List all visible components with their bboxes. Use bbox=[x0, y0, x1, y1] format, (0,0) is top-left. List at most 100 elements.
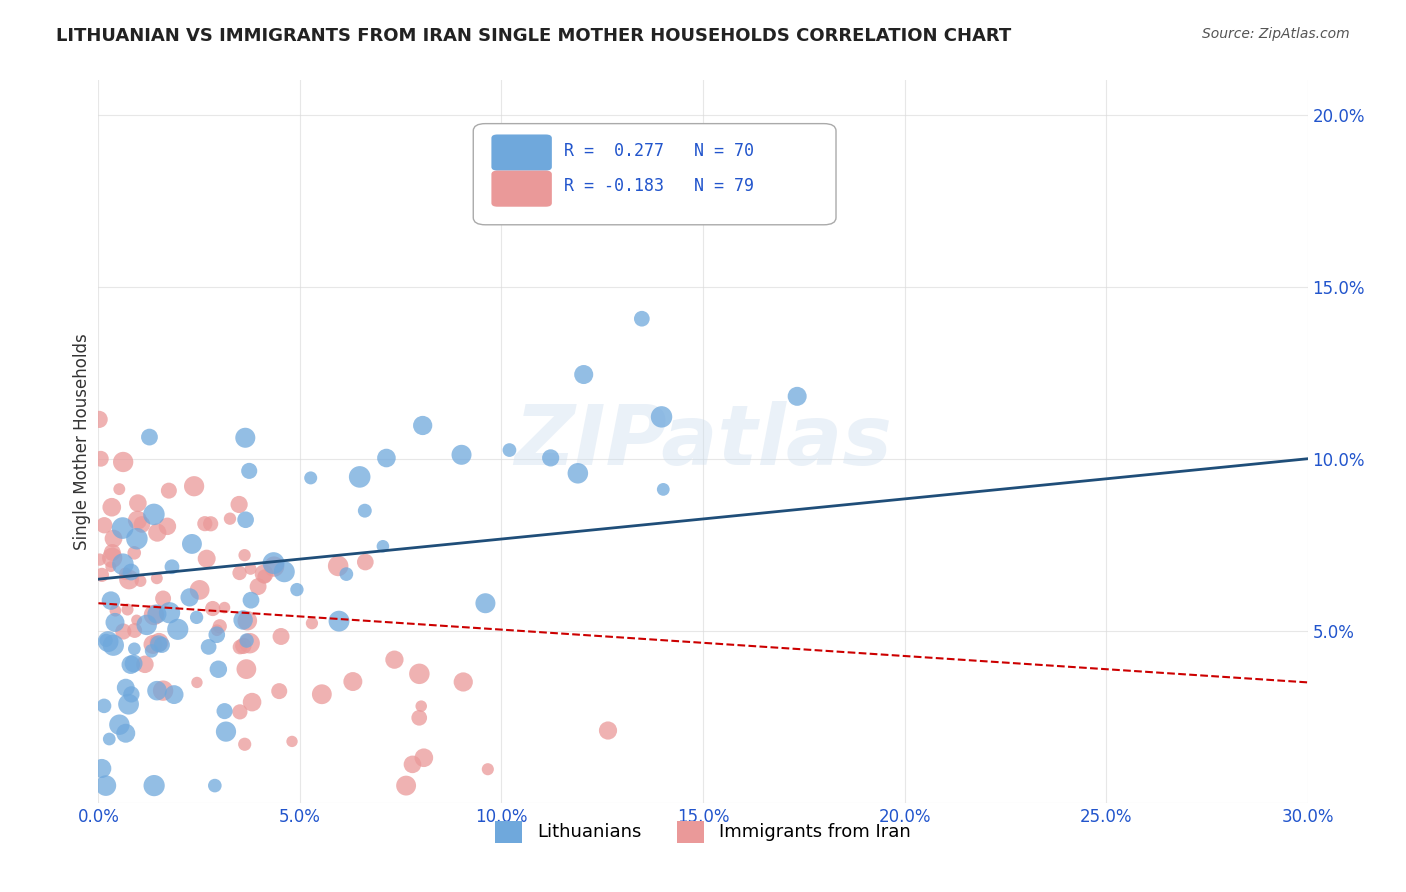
Point bbox=[122, 657, 145, 671]
Point bbox=[148, 635, 170, 649]
Point bbox=[125, 532, 148, 546]
Point bbox=[94, 779, 117, 793]
Point bbox=[450, 448, 472, 462]
Point bbox=[285, 582, 308, 597]
Point bbox=[270, 630, 292, 644]
Point bbox=[90, 567, 112, 582]
Point bbox=[205, 628, 228, 642]
Point bbox=[240, 593, 263, 607]
Point bbox=[104, 604, 127, 618]
Point bbox=[188, 582, 211, 597]
Point bbox=[101, 545, 124, 559]
Point bbox=[786, 389, 808, 403]
Point bbox=[411, 699, 433, 714]
Point bbox=[179, 591, 201, 605]
Point bbox=[477, 762, 499, 776]
Point bbox=[146, 607, 169, 621]
Point bbox=[90, 762, 112, 776]
Point bbox=[299, 471, 322, 485]
Point bbox=[263, 559, 285, 574]
Point bbox=[120, 657, 142, 672]
Point bbox=[112, 455, 135, 469]
Point bbox=[229, 705, 252, 719]
Point bbox=[214, 704, 236, 718]
Point bbox=[97, 634, 120, 648]
Point bbox=[247, 580, 270, 594]
Point bbox=[114, 726, 136, 740]
Point bbox=[371, 539, 394, 553]
Point bbox=[342, 674, 364, 689]
Point bbox=[208, 619, 231, 633]
Point bbox=[152, 683, 174, 698]
Point bbox=[238, 464, 260, 478]
Point bbox=[142, 607, 165, 622]
Point bbox=[572, 368, 595, 382]
Point bbox=[204, 779, 226, 793]
Point bbox=[253, 569, 276, 583]
Point bbox=[596, 723, 619, 738]
Y-axis label: Single Mother Households: Single Mother Households bbox=[73, 334, 91, 549]
Point bbox=[349, 470, 371, 484]
Point bbox=[141, 644, 163, 658]
FancyBboxPatch shape bbox=[492, 135, 551, 170]
Text: Source: ZipAtlas.com: Source: ZipAtlas.com bbox=[1202, 27, 1350, 41]
Point bbox=[205, 624, 228, 638]
Point bbox=[408, 711, 430, 725]
Point bbox=[181, 537, 204, 551]
Point bbox=[89, 412, 111, 426]
Point bbox=[207, 662, 229, 676]
Point bbox=[232, 613, 254, 627]
Text: R =  0.277   N = 70: R = 0.277 N = 70 bbox=[564, 142, 754, 160]
Point bbox=[195, 551, 218, 566]
Point bbox=[235, 513, 257, 527]
Point bbox=[163, 688, 186, 702]
Point bbox=[498, 443, 520, 458]
Legend: Lithuanians, Immigrants from Iran: Lithuanians, Immigrants from Iran bbox=[486, 812, 920, 852]
Point bbox=[122, 546, 145, 560]
Point bbox=[93, 518, 115, 533]
Point bbox=[239, 562, 262, 576]
Point bbox=[112, 624, 135, 639]
Point bbox=[157, 483, 180, 498]
Point bbox=[166, 623, 188, 637]
Point bbox=[215, 724, 238, 739]
Point bbox=[201, 601, 224, 615]
Point bbox=[135, 618, 157, 632]
Point bbox=[108, 717, 131, 731]
Point bbox=[100, 593, 122, 607]
Point bbox=[103, 638, 125, 652]
Point bbox=[103, 532, 125, 546]
Point bbox=[651, 409, 673, 424]
Point bbox=[90, 451, 112, 466]
Point bbox=[232, 639, 254, 653]
Point bbox=[353, 504, 375, 518]
Point bbox=[311, 687, 333, 701]
Point bbox=[186, 610, 208, 624]
Point bbox=[233, 431, 256, 445]
Point bbox=[159, 606, 181, 620]
Point bbox=[301, 616, 323, 631]
Point bbox=[100, 500, 122, 515]
Point bbox=[354, 555, 377, 569]
Point bbox=[104, 615, 127, 630]
Point bbox=[219, 511, 242, 525]
Point bbox=[150, 638, 173, 652]
Point bbox=[117, 602, 139, 616]
Point bbox=[160, 559, 183, 574]
Point bbox=[93, 698, 115, 713]
Point bbox=[281, 734, 304, 748]
Point bbox=[269, 684, 291, 698]
Point bbox=[567, 467, 589, 481]
Point bbox=[474, 596, 496, 610]
Point bbox=[412, 418, 434, 433]
Point bbox=[146, 525, 169, 540]
Point bbox=[395, 779, 418, 793]
Point bbox=[328, 614, 350, 628]
Point bbox=[183, 479, 205, 493]
Point bbox=[143, 779, 166, 793]
Point bbox=[124, 641, 146, 656]
Point bbox=[263, 556, 285, 570]
Point bbox=[233, 548, 256, 562]
Point bbox=[273, 565, 295, 579]
Point bbox=[240, 695, 263, 709]
